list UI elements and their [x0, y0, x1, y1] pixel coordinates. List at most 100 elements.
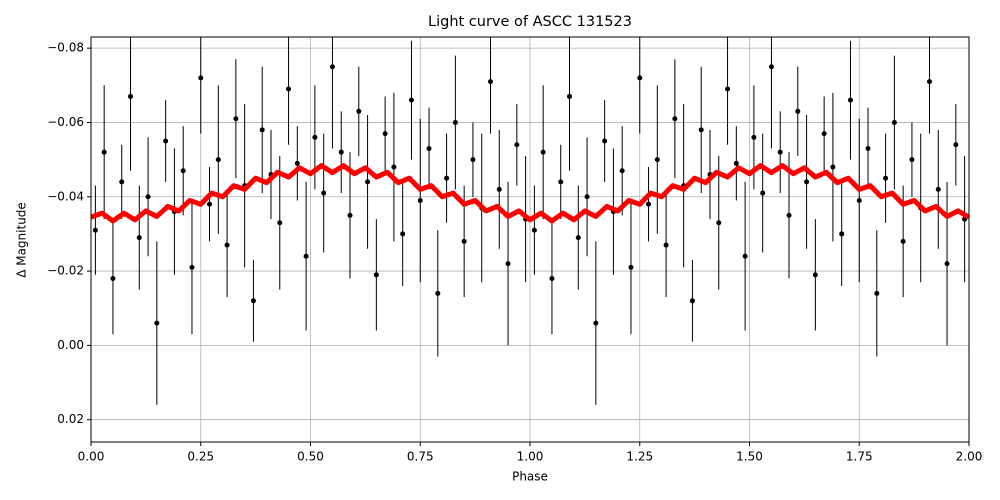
- data-point: [716, 220, 722, 226]
- data-point: [777, 149, 783, 155]
- data-point: [417, 197, 423, 203]
- data-point: [303, 253, 309, 259]
- data-point: [812, 272, 818, 278]
- data-point: [795, 108, 801, 114]
- ticks: 0.00 0.25 0.50 0.75 1.00 1.25 1.50 1.75 2.00 −0.0…: [47, 41, 982, 464]
- data-point: [549, 276, 555, 282]
- data-point: [136, 235, 142, 241]
- data-point: [725, 86, 731, 92]
- data-point: [821, 131, 827, 137]
- data-point: [891, 119, 897, 125]
- data-point: [804, 179, 810, 185]
- data-point: [154, 320, 160, 326]
- y-axis-label: Δ Magnitude: [15, 202, 29, 278]
- x-tick-label: 0.00: [78, 450, 105, 464]
- data-point: [909, 157, 915, 163]
- data-point: [294, 160, 300, 166]
- data-point: [654, 157, 660, 163]
- data-point: [883, 175, 889, 181]
- data-point: [356, 108, 362, 114]
- data-point: [760, 190, 766, 196]
- y-tick-label: 0.00: [57, 338, 84, 352]
- data-point: [250, 298, 256, 304]
- x-tick-label: 1.75: [846, 450, 873, 464]
- data-point: [338, 149, 344, 155]
- x-tick-label: 1.25: [626, 450, 653, 464]
- y-tick-label: 0.02: [57, 412, 84, 426]
- grid: [90, 37, 970, 442]
- data-point: [408, 97, 414, 103]
- data-point: [400, 231, 406, 237]
- data-point: [531, 227, 537, 233]
- data-point: [575, 235, 581, 241]
- data-point: [435, 290, 441, 296]
- data-point: [215, 157, 221, 163]
- data-point: [286, 86, 292, 92]
- data-point: [321, 190, 327, 196]
- y-tick-label: −0.02: [47, 264, 84, 278]
- data-point: [865, 145, 871, 151]
- data-point: [496, 186, 502, 192]
- x-tick-label: 0.25: [187, 450, 214, 464]
- data-point: [92, 227, 98, 233]
- data-point: [830, 164, 836, 170]
- x-tick-label: 1.00: [517, 450, 544, 464]
- data-point: [382, 131, 388, 137]
- data-point: [558, 179, 564, 185]
- data-point: [593, 320, 599, 326]
- data-point: [180, 168, 186, 174]
- data-point: [505, 261, 511, 267]
- data-point: [312, 134, 318, 140]
- x-axis-label: Phase: [512, 470, 548, 484]
- data-point: [110, 276, 116, 282]
- data-point: [365, 179, 371, 185]
- data-point: [646, 201, 652, 207]
- data-point: [900, 238, 906, 244]
- data-point: [277, 220, 283, 226]
- data-point: [663, 242, 669, 248]
- y-tick-label: −0.04: [47, 189, 84, 203]
- data-point: [189, 264, 195, 270]
- y-tick-label: −0.08: [47, 41, 84, 55]
- data-point: [426, 145, 432, 151]
- model-line: [91, 163, 969, 224]
- data-point: [470, 157, 476, 163]
- data-point: [602, 138, 608, 144]
- data-point: [672, 116, 678, 122]
- data-point: [540, 149, 546, 155]
- data-point: [119, 179, 125, 185]
- data-point: [452, 119, 458, 125]
- data-point: [391, 164, 397, 170]
- data-point: [444, 175, 450, 181]
- data-point: [487, 79, 493, 85]
- data-point: [839, 231, 845, 237]
- data-point: [768, 64, 774, 70]
- data-point: [689, 298, 695, 304]
- data-point: [259, 127, 265, 133]
- data-point: [461, 238, 467, 244]
- data-point: [233, 116, 239, 122]
- data-point: [347, 212, 353, 218]
- data-point: [514, 142, 520, 148]
- data-point: [935, 186, 941, 192]
- data-point: [163, 138, 169, 144]
- data-point: [329, 64, 335, 70]
- data-point: [207, 201, 213, 207]
- data-point: [619, 168, 625, 174]
- data-point: [953, 142, 959, 148]
- data-point: [926, 79, 932, 85]
- x-tick-label: 0.75: [407, 450, 434, 464]
- y-tick-label: −0.06: [47, 115, 84, 129]
- x-tick-label: 0.50: [297, 450, 324, 464]
- data-point: [198, 75, 204, 81]
- plot-area: [91, 37, 969, 405]
- x-tick-label: 2.00: [956, 450, 983, 464]
- data-point: [373, 272, 379, 278]
- data-point: [786, 212, 792, 218]
- data-point: [101, 149, 107, 155]
- data-point: [733, 160, 739, 166]
- data-point: [224, 242, 230, 248]
- data-point: [944, 261, 950, 267]
- data-point: [128, 93, 134, 99]
